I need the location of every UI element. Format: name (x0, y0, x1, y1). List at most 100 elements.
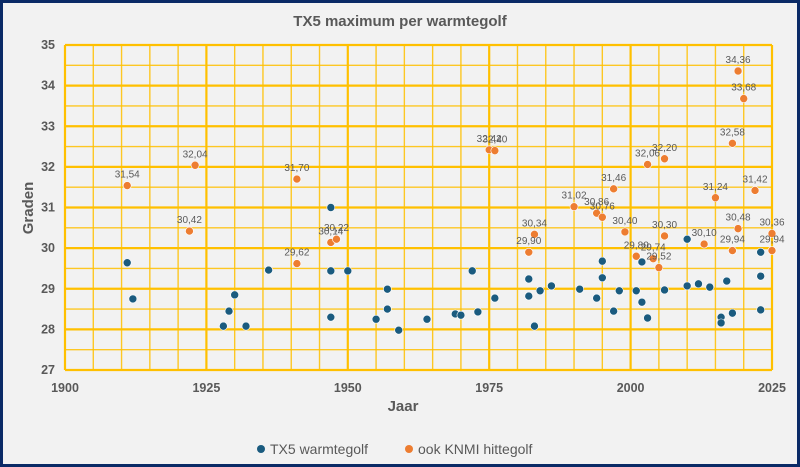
x-tick-label: 2000 (617, 381, 645, 395)
data-point-tx5 (383, 304, 392, 314)
data-point-tx5 (598, 273, 607, 283)
series-tx5-warmtegolf (122, 203, 765, 335)
data-label: 31,42 (743, 174, 768, 185)
y-tick-label: 33 (41, 119, 55, 133)
data-label: 30,42 (177, 215, 202, 226)
data-label: 31,24 (703, 182, 728, 193)
data-label: 29,52 (646, 252, 671, 263)
data-point-knmi (292, 259, 302, 268)
data-label: 29,90 (516, 236, 541, 247)
data-point-tx5 (592, 293, 601, 303)
data-point-knmi (739, 94, 749, 103)
data-point-tx5 (637, 297, 647, 307)
data-point-tx5 (371, 314, 381, 324)
y-tick-labels: 27 28 29 30 31 32 33 34 35 (41, 38, 55, 377)
data-point-tx5 (722, 276, 732, 286)
legend: TX5 warmtegolf ook KNMI hittegolf (257, 441, 532, 457)
data-point-knmi (750, 186, 760, 195)
data-point-tx5 (456, 310, 466, 320)
x-tick-label: 2025 (758, 381, 786, 395)
data-point-knmi (332, 234, 341, 244)
data-point-knmi (728, 246, 737, 255)
data-label: 31,54 (115, 170, 140, 181)
data-point-tx5 (756, 271, 765, 281)
data-point-knmi (631, 251, 641, 261)
data-label: 29,62 (284, 248, 309, 259)
data-label: 30,48 (726, 213, 751, 224)
data-point-tx5 (535, 286, 545, 296)
data-label: 30,36 (759, 218, 784, 229)
legend-label-tx5: TX5 warmtegolf (270, 441, 368, 457)
data-point-tx5 (394, 325, 404, 335)
data-point-tx5 (631, 286, 641, 296)
data-point-tx5 (575, 284, 584, 294)
data-point-knmi (728, 139, 737, 148)
data-point-knmi (660, 231, 669, 241)
data-point-tx5 (383, 284, 392, 294)
grid (63, 43, 774, 372)
data-label: 32,42 (477, 134, 502, 145)
data-point-tx5 (264, 265, 273, 275)
x-tick-labels: 1900 1925 1950 1975 2000 2025 (51, 381, 786, 395)
data-point-tx5 (467, 266, 477, 276)
data-point-knmi (490, 146, 500, 155)
data-point-tx5 (598, 256, 607, 266)
y-axis-label: Graden (20, 182, 37, 235)
data-point-knmi (598, 212, 607, 222)
data-label: 32,58 (720, 127, 745, 138)
x-tick-label: 1950 (334, 381, 362, 395)
legend-marker-knmi (405, 445, 413, 453)
data-point-tx5 (756, 247, 765, 257)
data-label: 29,94 (720, 235, 745, 246)
data-point-tx5 (637, 257, 647, 267)
data-label: 30,40 (612, 216, 637, 227)
data-label: 30,22 (324, 223, 349, 234)
data-label: 30,30 (652, 220, 677, 231)
y-tick-label: 32 (41, 160, 55, 174)
data-point-tx5 (614, 286, 624, 296)
data-label: 32,20 (652, 143, 677, 154)
data-point-knmi (122, 181, 132, 190)
data-point-tx5 (343, 266, 353, 276)
data-point-tx5 (643, 313, 652, 323)
data-point-tx5 (524, 274, 534, 284)
data-point-tx5 (241, 321, 251, 331)
data-point-tx5 (230, 290, 239, 300)
data-point-tx5 (547, 281, 556, 291)
data-point-tx5 (728, 308, 737, 318)
data-point-tx5 (219, 321, 228, 331)
data-point-knmi (699, 239, 709, 249)
x-tick-label: 1900 (51, 381, 79, 395)
data-point-knmi (648, 254, 658, 263)
y-tick-label: 29 (41, 282, 55, 296)
data-point-tx5 (609, 306, 618, 316)
data-point-tx5 (473, 307, 483, 317)
chart-title: TX5 maximum per warmtegolf (293, 13, 507, 30)
data-label: 31,02 (562, 191, 587, 202)
chart-frame: TX5 maximum per warmtegolf 27 28 29 30 31 32 3… (3, 3, 797, 464)
data-point-tx5 (530, 321, 539, 331)
data-point-tx5 (422, 314, 432, 324)
data-point-knmi (711, 193, 720, 203)
y-tick-label: 34 (41, 79, 55, 93)
data-point-tx5 (756, 305, 765, 315)
data-label: 29,94 (759, 235, 784, 246)
data-point-tx5 (694, 279, 703, 289)
legend-marker-tx5 (257, 445, 265, 453)
y-tick-label: 30 (41, 241, 55, 255)
data-point-knmi (733, 224, 743, 233)
data-point-tx5 (660, 285, 669, 295)
data-label: 33,68 (731, 83, 756, 94)
data-point-tx5 (682, 234, 692, 244)
data-label: 32,40 (482, 135, 507, 146)
y-tick-label: 35 (41, 38, 55, 52)
data-point-knmi (767, 229, 777, 238)
data-point-tx5 (128, 294, 138, 304)
x-tick-label: 1925 (192, 381, 220, 395)
data-label: 29,80 (624, 240, 649, 251)
data-label: 32,04 (183, 149, 208, 160)
data-point-knmi (569, 202, 579, 211)
series-knmi-hittegolf (122, 66, 777, 272)
data-point-knmi (524, 247, 534, 257)
data-label: 30,76 (590, 201, 615, 212)
